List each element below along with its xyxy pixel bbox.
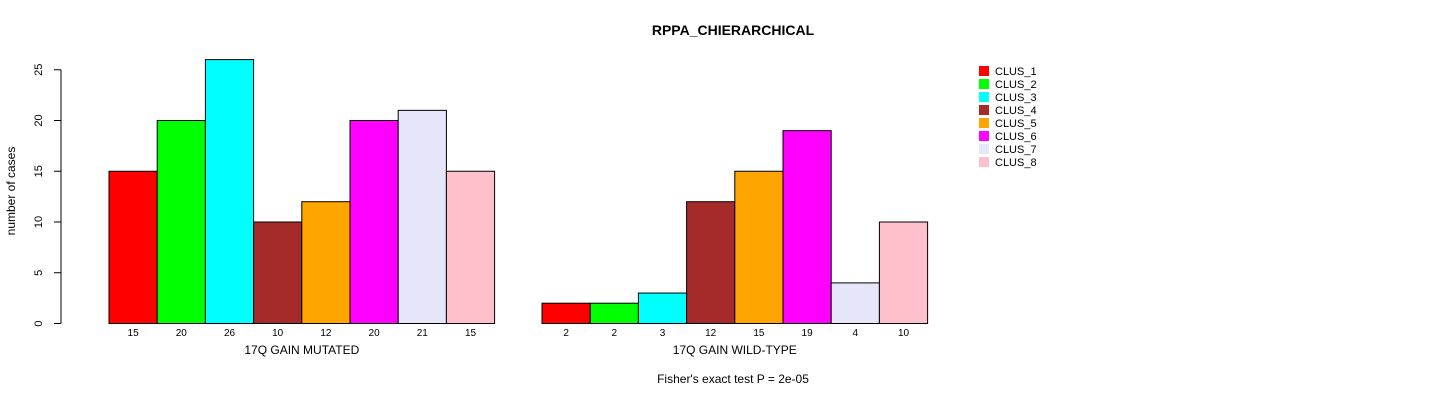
y-tick-label: 10	[33, 216, 45, 228]
bar-value-label: 20	[369, 328, 381, 339]
bar-clus-7	[397, 109, 447, 324]
group-label: 17Q GAIN WILD-TYPE	[673, 343, 797, 357]
bar-clus-3	[204, 59, 255, 324]
bar-clus-4	[253, 221, 303, 324]
bar-value-label: 10	[898, 328, 910, 339]
legend-swatch	[979, 92, 989, 102]
bar-clus-5	[734, 170, 784, 324]
y-tick-label: 20	[33, 114, 45, 126]
bar-value-label: 2	[563, 328, 569, 339]
bar-group: 2 2 3 12 15 19 4 10 17Q GAIN WILD-TYPE	[541, 130, 929, 357]
bar-clus-4	[686, 201, 736, 324]
bar-group: 15 20 26 10 12 20 21 15 17Q GAIN MUTATED	[108, 59, 496, 357]
bar-value-label: 15	[753, 328, 765, 339]
bar-value-label: 15	[465, 328, 477, 339]
legend-swatch	[979, 131, 989, 141]
legend-entry: CLUS_8	[995, 157, 1037, 169]
bar-value-label: 4	[853, 328, 859, 339]
bar-clus-8	[878, 221, 929, 324]
y-axis-label: number of cases	[4, 147, 18, 236]
bar-clus-1	[108, 170, 158, 324]
legend-swatch	[979, 105, 989, 115]
bar-value-label: 26	[224, 328, 236, 339]
legend-entry: CLUS_7	[995, 144, 1037, 156]
legend-entry: CLUS_5	[995, 118, 1037, 130]
legend: CLUS_1CLUS_2CLUS_3CLUS_4CLUS_5CLUS_6CLUS…	[979, 66, 1037, 169]
bar-clus-2	[589, 302, 639, 325]
bar-clus-1	[541, 302, 591, 325]
legend-swatch	[979, 157, 989, 167]
legend-entry: CLUS_6	[995, 131, 1037, 143]
bar-value-label: 15	[128, 328, 140, 339]
bar-value-label: 12	[705, 328, 717, 339]
y-axis-ticks: 0 5 10 15 20 25	[33, 64, 61, 327]
legend-swatch	[979, 66, 989, 76]
y-tick-label: 25	[33, 64, 45, 76]
fisher-test-footnote: Fisher's exact test P = 2e-05	[657, 372, 809, 386]
legend-entry: CLUS_2	[995, 79, 1037, 91]
legend-swatch	[979, 118, 989, 128]
bar-value-label: 3	[660, 328, 666, 339]
bar-clus-5	[301, 201, 351, 324]
y-tick-label: 5	[33, 270, 45, 276]
bar-clus-6	[782, 130, 832, 324]
bar-clus-3	[637, 292, 688, 324]
bar-clus-6	[349, 120, 399, 324]
legend-entry: CLUS_4	[995, 105, 1037, 117]
bar-clus-8	[445, 170, 496, 324]
bar-value-label: 10	[272, 328, 284, 339]
bar-value-label: 2	[612, 328, 618, 339]
group-label: 17Q GAIN MUTATED	[244, 343, 359, 357]
y-tick-label: 0	[33, 320, 45, 326]
bar-value-label: 19	[802, 328, 814, 339]
bar-value-label: 20	[176, 328, 188, 339]
chart-title: RPPA_CHIERARCHICAL	[652, 22, 815, 38]
bar-value-label: 12	[320, 328, 332, 339]
y-tick-label: 15	[33, 165, 45, 177]
legend-entry: CLUS_1	[995, 66, 1037, 78]
bar-value-label: 21	[417, 328, 429, 339]
bar-clus-2	[156, 120, 206, 324]
legend-entry: CLUS_3	[995, 92, 1037, 104]
legend-swatch	[979, 144, 989, 154]
legend-swatch	[979, 79, 989, 89]
bar-clus-7	[830, 282, 880, 324]
